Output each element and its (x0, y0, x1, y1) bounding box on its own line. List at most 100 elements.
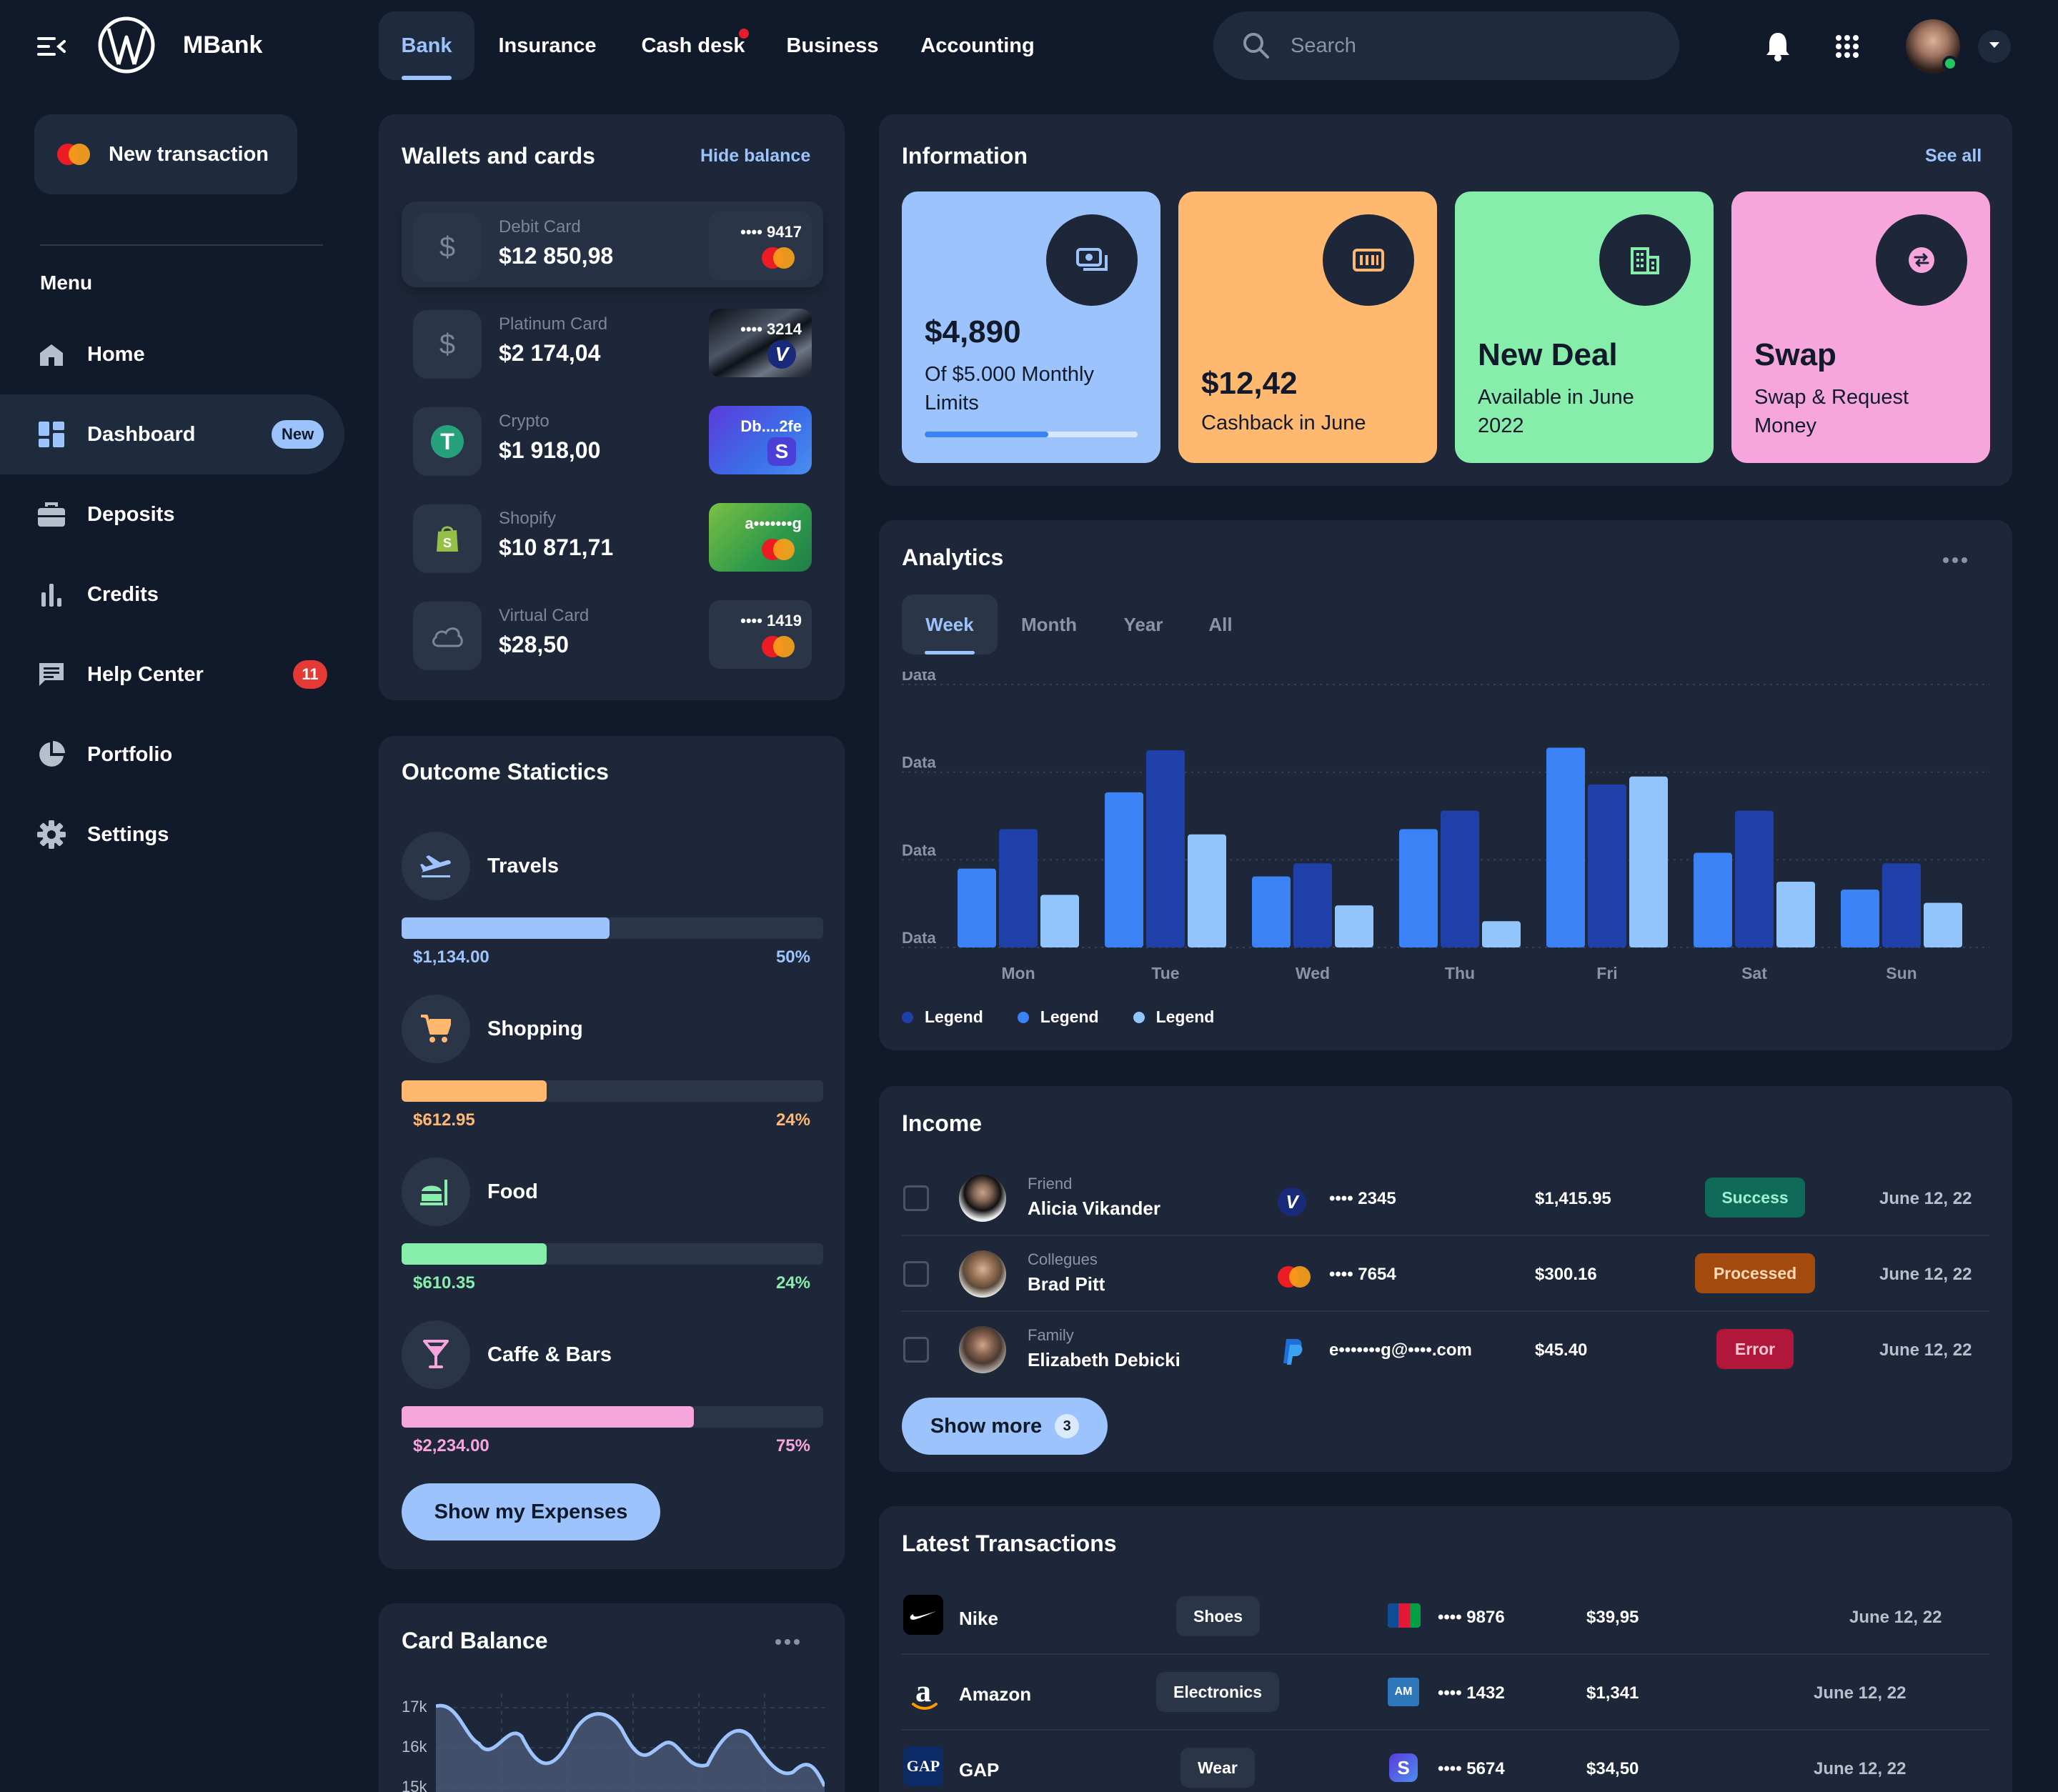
transaction-date: June 12, 22 (1814, 1683, 1907, 1703)
apps-grid-icon[interactable] (1835, 34, 1859, 59)
show-expenses-button[interactable]: Show my Expenses (402, 1483, 660, 1540)
notification-dot (739, 29, 749, 39)
income-row[interactable]: Collegues Brad Pitt •••• 7654 $300.16 Pr… (902, 1236, 1989, 1312)
wallet-item-virtual[interactable]: Virtual Card $28,50 •••• 1419 (402, 590, 823, 676)
row-checkbox[interactable] (903, 1185, 929, 1211)
new-transaction-button[interactable]: New transaction (34, 114, 297, 194)
sidebar-item-deposits[interactable]: Deposits (0, 474, 344, 554)
outcome-amount: $610.35 (413, 1273, 475, 1293)
show-more-button[interactable]: Show more 3 (902, 1398, 1108, 1455)
bar-wed-series-3 (1335, 905, 1373, 947)
bar-thu-series-3 (1482, 921, 1521, 947)
cloud-icon (413, 602, 482, 670)
mastercard-icon (762, 539, 795, 560)
tab-business[interactable]: Business (786, 34, 879, 57)
info-card-limits[interactable]: $4,890 Of $5.000 Monthly Limits (902, 191, 1160, 463)
x-tick-label: Wed (1296, 964, 1330, 982)
income-date: June 12, 22 (1879, 1265, 1972, 1284)
info-text: Swap & Request Money (1754, 386, 1909, 437)
information-title: Information (902, 143, 1028, 169)
bar-sat-series-2 (1735, 810, 1774, 947)
info-card-new-deal[interactable]: New Deal Available in June 2022 (1455, 191, 1714, 463)
card-thumbnail: Db....2fe S (709, 406, 812, 474)
info-value: $4,890 (925, 314, 1021, 349)
sidebar-item-settings[interactable]: Settings (0, 795, 344, 875)
card-balance-title: Card Balance (402, 1628, 548, 1653)
chat-icon (37, 660, 66, 689)
tab-accounting[interactable]: Accounting (920, 34, 1035, 57)
info-value: $12,42 (1201, 366, 1298, 401)
account-dropdown-button[interactable] (1978, 30, 2011, 63)
amex-icon: AM (1388, 1678, 1419, 1706)
analytics-panel (879, 520, 2012, 1050)
sidebar-item-label: Home (87, 342, 145, 366)
category-tag: Electronics (1156, 1672, 1279, 1712)
bar-mon-series-3 (1040, 895, 1079, 947)
card-thumbnail: a•••••••g (709, 503, 812, 572)
income-date: June 12, 22 (1879, 1189, 1972, 1208)
income-relation: Friend (1028, 1175, 1073, 1193)
more-options-icon[interactable] (775, 1636, 800, 1645)
income-name: Brad Pitt (1028, 1273, 1105, 1295)
income-method: •••• 2345 (1329, 1189, 1396, 1208)
tab-cash-desk[interactable]: Cash desk (641, 34, 745, 57)
analytics-bar-chart: Data Data Data Data Mon Tue Wed Thu Fri Sat Sun (902, 672, 1989, 982)
income-row[interactable]: Friend Alicia Vikander V •••• 2345 $1,41… (902, 1160, 1989, 1236)
hide-balance-link[interactable]: Hide balance (700, 146, 811, 166)
wallet-item-shopify[interactable]: S Shopify $10 871,71 a•••••••g (402, 493, 823, 579)
x-tick-label: Sat (1741, 964, 1767, 982)
info-card-cashback[interactable]: $12,42 Cashback in June (1178, 191, 1437, 463)
mastercard-icon (57, 144, 90, 165)
sidebar-item-credits[interactable]: Credits (0, 554, 344, 634)
sidebar-item-label: Dashboard (87, 422, 196, 446)
outcome-percent: 24% (775, 1273, 810, 1293)
sidebar-item-portfolio[interactable]: Portfolio (0, 715, 344, 795)
more-options-icon[interactable] (1942, 554, 1968, 563)
y-tick-label: Data (902, 841, 936, 859)
bar-sun-series-3 (1924, 902, 1962, 947)
tab-all[interactable]: All (1208, 613, 1233, 635)
see-all-link[interactable]: See all (1925, 146, 1982, 166)
menu-label: Menu (40, 272, 93, 294)
brand-logo[interactable] (97, 16, 156, 74)
sidebar-item-dashboard[interactable]: Dashboard New (0, 394, 344, 474)
row-checkbox[interactable] (903, 1337, 929, 1363)
menu-collapse-icon[interactable] (37, 34, 66, 59)
tab-bank[interactable]: Bank (379, 11, 474, 80)
y-tick-label: Data (902, 672, 936, 684)
x-tick-label: Thu (1445, 964, 1475, 982)
sidebar-item-label: Credits (87, 582, 159, 606)
wallet-item-crypto[interactable]: T Crypto $1 918,00 Db....2fe S (402, 396, 823, 482)
help-center-count-badge: 11 (293, 660, 327, 689)
tab-week[interactable]: Week (902, 594, 998, 654)
transaction-row[interactable]: Nike Shoes •••• 9876 $39,95 June 12, 22 (902, 1579, 1989, 1655)
swap-icon (1876, 214, 1967, 306)
wallet-amount: $10 871,71 (499, 534, 614, 560)
tab-month[interactable]: Month (1021, 613, 1077, 635)
transaction-row[interactable]: GAP GAP Wear S •••• 5674 $34,50 June 12,… (902, 1731, 1989, 1792)
sidebar-item-home[interactable]: Home (0, 314, 344, 394)
wallet-item-debit[interactable]: $ Debit Card $12 850,98 •••• 9417 (402, 201, 823, 287)
tab-insurance[interactable]: Insurance (498, 34, 597, 57)
food-icon (402, 1158, 470, 1226)
visa-icon: V (767, 340, 796, 369)
search-input[interactable] (1291, 34, 1662, 58)
transaction-amount: $39,95 (1586, 1608, 1639, 1627)
bar-thu-series-2 (1441, 810, 1479, 947)
wallet-item-platinum[interactable]: $ Platinum Card $2 174,04 •••• 3214 V (402, 299, 823, 384)
amazon-smile (912, 1701, 938, 1710)
bell-icon[interactable] (1765, 31, 1791, 61)
row-checkbox[interactable] (903, 1261, 929, 1287)
legend-item: Legend (1133, 1007, 1214, 1027)
legend-swatch (1017, 1011, 1029, 1023)
transaction-row[interactable]: a Amazon Electronics AM •••• 1432 $1,341… (902, 1655, 1989, 1731)
card-thumbnail: •••• 3214 V (709, 309, 812, 377)
search-bar[interactable] (1213, 11, 1679, 80)
tab-year[interactable]: Year (1123, 613, 1163, 635)
income-row[interactable]: Family Elizabeth Debicki e•••••••g@••••.… (902, 1312, 1989, 1388)
info-card-swap[interactable]: Swap Swap & Request Money (1731, 191, 1990, 463)
shopify-icon: S (413, 504, 482, 573)
amazon-logo-icon: a (915, 1673, 931, 1708)
sidebar-item-help-center[interactable]: Help Center 11 (0, 634, 344, 715)
income-amount: $45.40 (1535, 1340, 1588, 1360)
